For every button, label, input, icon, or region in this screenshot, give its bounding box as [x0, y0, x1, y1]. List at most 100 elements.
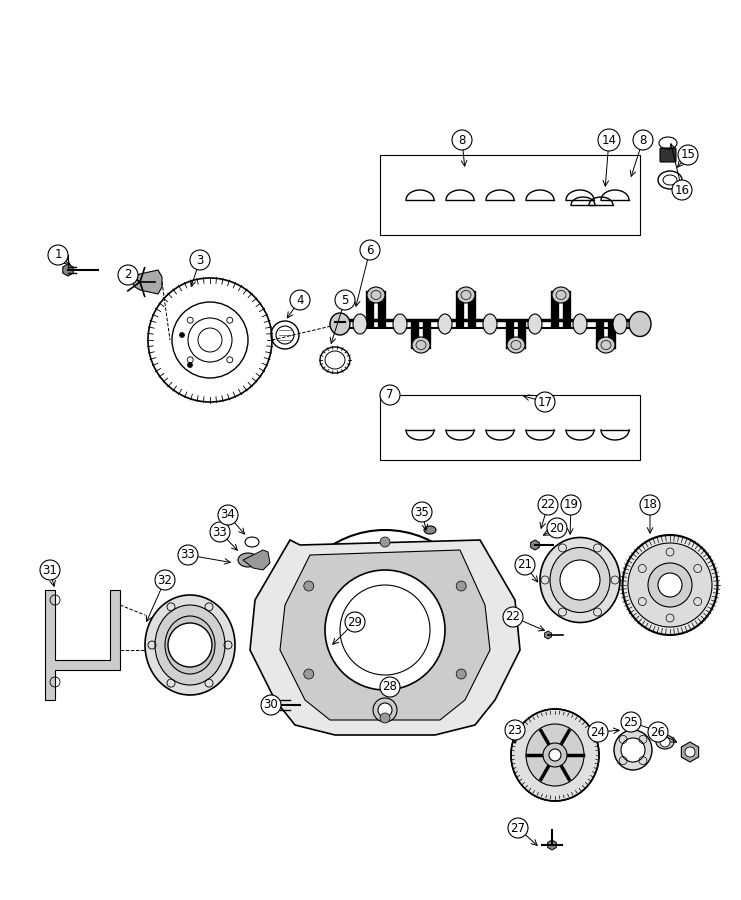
Text: 8: 8	[639, 133, 647, 147]
Circle shape	[508, 818, 528, 838]
Circle shape	[660, 737, 670, 747]
Ellipse shape	[165, 616, 215, 674]
Ellipse shape	[412, 337, 430, 353]
Ellipse shape	[238, 553, 258, 567]
Polygon shape	[531, 540, 539, 550]
Circle shape	[210, 522, 230, 542]
Ellipse shape	[552, 287, 570, 303]
Ellipse shape	[457, 287, 475, 303]
Circle shape	[178, 545, 198, 565]
Circle shape	[658, 573, 682, 597]
Circle shape	[261, 695, 281, 715]
Text: 24: 24	[591, 725, 605, 739]
Ellipse shape	[528, 314, 542, 334]
Text: 25: 25	[624, 716, 639, 728]
Circle shape	[373, 698, 397, 722]
Circle shape	[304, 669, 313, 679]
Ellipse shape	[483, 314, 497, 334]
Ellipse shape	[145, 595, 235, 695]
Circle shape	[155, 570, 175, 590]
Circle shape	[360, 240, 380, 260]
Circle shape	[648, 722, 668, 742]
Polygon shape	[681, 742, 699, 762]
Text: 17: 17	[537, 395, 553, 409]
Text: 32: 32	[158, 573, 173, 587]
Text: 21: 21	[517, 559, 533, 572]
Circle shape	[380, 677, 400, 697]
Ellipse shape	[353, 314, 367, 334]
Circle shape	[678, 145, 698, 165]
Ellipse shape	[629, 311, 651, 337]
Circle shape	[456, 669, 466, 679]
Circle shape	[640, 495, 660, 515]
Polygon shape	[63, 264, 73, 276]
Ellipse shape	[367, 287, 385, 303]
Ellipse shape	[622, 535, 717, 635]
Text: 28: 28	[382, 680, 397, 694]
Polygon shape	[541, 575, 549, 585]
Text: 22: 22	[505, 610, 520, 624]
Ellipse shape	[573, 314, 587, 334]
Circle shape	[535, 392, 555, 412]
Text: 6: 6	[366, 244, 373, 256]
Text: 7: 7	[386, 389, 393, 401]
Ellipse shape	[507, 337, 525, 353]
Polygon shape	[250, 540, 520, 735]
Ellipse shape	[656, 735, 674, 749]
Circle shape	[48, 245, 68, 265]
Circle shape	[380, 713, 390, 723]
Ellipse shape	[393, 314, 407, 334]
Circle shape	[40, 560, 60, 580]
Text: 14: 14	[602, 133, 617, 147]
Circle shape	[456, 581, 466, 591]
Text: 22: 22	[540, 499, 556, 511]
Ellipse shape	[613, 314, 627, 334]
Text: 27: 27	[511, 822, 525, 834]
Circle shape	[672, 180, 692, 200]
Text: 30: 30	[264, 698, 279, 712]
Circle shape	[118, 265, 138, 285]
Circle shape	[290, 290, 310, 310]
Circle shape	[503, 607, 523, 627]
Polygon shape	[132, 270, 162, 294]
Text: 5: 5	[342, 293, 349, 307]
Circle shape	[560, 560, 600, 600]
Text: 15: 15	[680, 148, 696, 161]
Circle shape	[628, 543, 712, 627]
Text: 18: 18	[642, 499, 657, 511]
Circle shape	[538, 495, 558, 515]
Ellipse shape	[550, 547, 610, 613]
Circle shape	[325, 570, 445, 690]
Text: 2: 2	[124, 268, 132, 282]
Text: 29: 29	[348, 616, 362, 628]
Ellipse shape	[526, 724, 584, 786]
FancyBboxPatch shape	[660, 148, 676, 162]
Ellipse shape	[597, 337, 615, 353]
Circle shape	[648, 563, 692, 607]
Polygon shape	[280, 550, 490, 720]
Circle shape	[380, 385, 400, 405]
Circle shape	[190, 250, 210, 270]
Text: 33: 33	[213, 526, 227, 538]
Circle shape	[304, 581, 313, 591]
Ellipse shape	[424, 526, 436, 534]
Circle shape	[179, 332, 185, 338]
Circle shape	[685, 747, 695, 757]
Circle shape	[335, 290, 355, 310]
Ellipse shape	[540, 537, 620, 623]
Ellipse shape	[614, 730, 652, 770]
Text: 31: 31	[42, 563, 58, 577]
Circle shape	[515, 555, 535, 575]
Circle shape	[412, 502, 432, 522]
Text: 26: 26	[651, 725, 665, 739]
Circle shape	[598, 129, 620, 151]
Circle shape	[621, 712, 641, 732]
Text: 35: 35	[415, 506, 429, 518]
Ellipse shape	[511, 709, 599, 801]
Ellipse shape	[155, 605, 225, 685]
Text: 1: 1	[54, 248, 62, 262]
Ellipse shape	[438, 314, 452, 334]
Ellipse shape	[330, 313, 350, 335]
Circle shape	[543, 743, 567, 767]
Circle shape	[218, 505, 238, 525]
